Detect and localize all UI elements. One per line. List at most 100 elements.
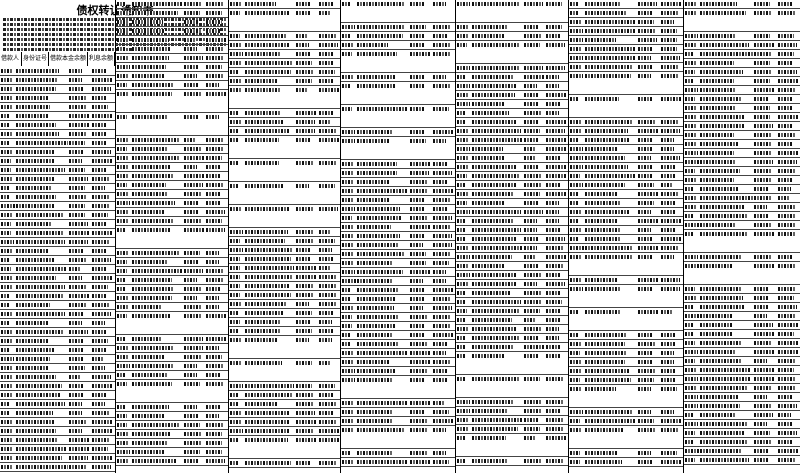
cell-text	[638, 419, 654, 423]
cell-text	[457, 25, 468, 29]
cell-text	[357, 75, 396, 79]
table-row	[456, 73, 569, 82]
cell-text	[230, 320, 240, 324]
cell-text	[206, 83, 219, 87]
cell-text	[570, 192, 579, 196]
table-row	[229, 86, 341, 109]
cell-text	[69, 150, 83, 154]
cell-text	[700, 368, 751, 372]
table-row	[0, 373, 115, 382]
cell-text	[585, 138, 630, 142]
cell-text	[92, 303, 111, 307]
cell-text	[685, 124, 697, 128]
table-row	[0, 355, 115, 364]
cell-text	[131, 405, 170, 409]
table-row	[456, 118, 569, 127]
table-row	[569, 308, 684, 331]
cell-text	[546, 84, 559, 88]
table-row	[684, 420, 800, 429]
table-row	[684, 176, 800, 185]
cell-text	[296, 384, 312, 388]
table-row	[341, 313, 456, 322]
cell-text	[69, 141, 86, 145]
cell-text	[357, 401, 407, 405]
cell-text	[183, 260, 198, 264]
table-row	[116, 217, 229, 226]
cell-text	[585, 428, 623, 432]
cell-text	[410, 52, 430, 56]
cell-text	[457, 66, 471, 70]
table-row	[341, 376, 456, 399]
cell-text	[638, 29, 656, 33]
cell-text	[777, 404, 797, 408]
table-row	[0, 175, 115, 184]
cell-text	[638, 192, 659, 196]
cell-text	[754, 214, 768, 218]
table-row	[456, 109, 569, 118]
cell-text	[206, 305, 220, 309]
cell-text	[700, 440, 749, 444]
cell-text	[523, 264, 538, 268]
cell-text	[754, 115, 770, 119]
table-row	[341, 23, 456, 32]
table-row	[116, 199, 229, 208]
cell-text	[92, 465, 112, 469]
table-row	[684, 167, 800, 176]
cell-text	[92, 159, 113, 163]
table-row	[684, 149, 800, 158]
cell-text	[342, 139, 355, 143]
table-row	[116, 208, 229, 217]
cell-text	[131, 47, 171, 51]
cell-text	[1, 69, 12, 73]
cell-text	[357, 288, 398, 292]
cell-text	[638, 378, 654, 382]
cell-text	[546, 273, 561, 277]
cell-text	[777, 377, 795, 381]
cell-text	[777, 70, 798, 74]
table-row	[116, 172, 229, 181]
cell-text	[1, 348, 10, 352]
table-row	[116, 54, 229, 63]
cell-text	[342, 270, 356, 274]
cell-text	[16, 159, 55, 163]
cell-text	[777, 449, 798, 453]
cell-text	[92, 438, 111, 442]
cell-text	[357, 189, 409, 193]
cell-text	[92, 393, 108, 397]
cell-text	[754, 11, 772, 15]
cell-text	[570, 378, 581, 382]
cell-text	[131, 219, 174, 223]
cell-text	[296, 411, 316, 415]
cell-text	[546, 66, 566, 70]
cell-text	[92, 195, 110, 199]
table-row	[341, 241, 456, 250]
cell-text	[206, 147, 223, 151]
table-row	[229, 336, 341, 359]
cell-text	[131, 414, 165, 418]
cell-text	[661, 342, 676, 346]
cell-text	[296, 361, 313, 365]
cell-text	[457, 237, 466, 241]
cell-text	[131, 423, 179, 427]
cell-text	[523, 210, 543, 214]
cell-text	[754, 178, 773, 182]
cell-text	[131, 56, 169, 60]
cell-text	[230, 161, 239, 165]
cell-text	[523, 25, 538, 29]
cell-text	[342, 261, 353, 265]
cell-text	[230, 311, 239, 315]
cell-text	[357, 333, 393, 337]
cell-text	[777, 142, 793, 146]
cell-text	[661, 378, 677, 382]
cell-text	[777, 34, 794, 38]
cell-text	[700, 133, 735, 137]
cell-text	[92, 429, 112, 433]
table-row	[0, 166, 115, 175]
cell-text	[296, 129, 316, 133]
cell-text	[1, 357, 14, 361]
cell-text	[1, 96, 13, 100]
cell-text	[661, 11, 679, 15]
cell-text	[410, 234, 424, 238]
cell-text	[131, 314, 172, 318]
cell-text	[754, 223, 772, 227]
